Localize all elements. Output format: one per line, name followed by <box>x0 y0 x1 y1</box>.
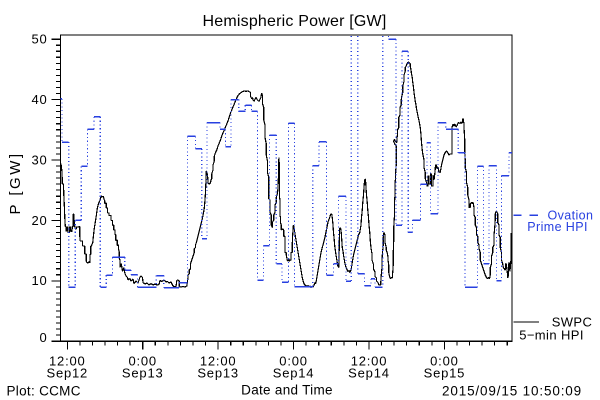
svg-text:Sep13: Sep13 <box>122 366 164 381</box>
svg-text:0:00: 0:00 <box>128 354 157 369</box>
svg-text:10: 10 <box>31 273 47 288</box>
svg-text:0: 0 <box>39 330 47 345</box>
svg-text:30: 30 <box>31 152 47 167</box>
svg-text:P [GW]: P [GW] <box>7 151 24 214</box>
svg-text:20: 20 <box>31 213 47 228</box>
svg-text:Sep15: Sep15 <box>424 366 466 381</box>
svg-text:Prime HPI: Prime HPI <box>527 220 588 234</box>
svg-text:0:00: 0:00 <box>430 354 459 369</box>
svg-text:Sep14: Sep14 <box>348 366 390 381</box>
svg-text:Sep13: Sep13 <box>197 366 239 381</box>
svg-text:50: 50 <box>31 32 47 47</box>
svg-text:0:00: 0:00 <box>279 354 308 369</box>
svg-text:Sep12: Sep12 <box>47 366 89 381</box>
svg-text:12:00: 12:00 <box>49 354 86 369</box>
svg-text:12:00: 12:00 <box>200 354 237 369</box>
svg-text:2015/09/15 10:50:09: 2015/09/15 10:50:09 <box>442 384 582 399</box>
svg-text:Ovation: Ovation <box>548 209 594 223</box>
svg-text:Date and Time: Date and Time <box>241 383 333 398</box>
svg-text:12:00: 12:00 <box>351 354 388 369</box>
svg-text:Sep14: Sep14 <box>273 366 315 381</box>
svg-text:SWPC: SWPC <box>552 315 593 330</box>
svg-text:40: 40 <box>31 92 47 107</box>
svg-text:5−min HPI: 5−min HPI <box>519 327 584 342</box>
svg-text:Hemispheric Power [GW]: Hemispheric Power [GW] <box>203 13 387 30</box>
svg-text:Plot: CCMC: Plot: CCMC <box>7 384 81 399</box>
